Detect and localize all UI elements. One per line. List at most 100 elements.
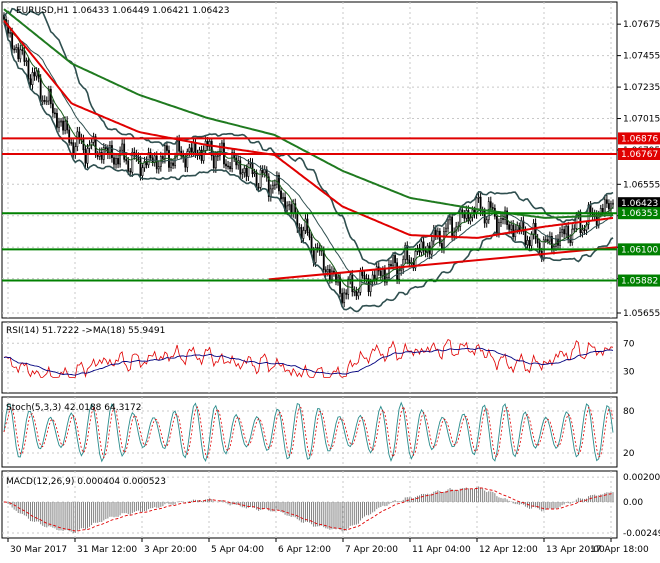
candle-body — [212, 155, 215, 169]
candle — [345, 289, 348, 300]
candle-body — [64, 120, 67, 131]
candle — [526, 235, 529, 250]
candle-body — [261, 169, 264, 174]
candle-body — [253, 172, 256, 175]
candle-body — [131, 151, 134, 173]
time-label: 3 Apr 20:00 — [144, 545, 197, 555]
candle — [288, 200, 291, 211]
macd-tick-label: 0.002004 — [623, 473, 660, 483]
candle — [504, 206, 506, 225]
candle — [406, 241, 409, 265]
ma-red-line — [3, 19, 614, 239]
price-tag — [618, 274, 660, 287]
price-tag-label: 1.05882 — [621, 277, 658, 287]
candle-body — [530, 234, 533, 247]
candle-body — [194, 142, 197, 154]
candle — [13, 45, 16, 54]
candle — [104, 144, 107, 153]
candle-body — [141, 167, 144, 177]
candle — [245, 164, 248, 182]
candle-body — [149, 152, 152, 159]
bollinger-middle — [3, 19, 614, 286]
candle-body — [127, 160, 130, 172]
candle-body — [184, 157, 187, 168]
candle — [394, 251, 396, 268]
candle — [573, 224, 576, 233]
candle-body — [31, 72, 34, 85]
candle-body — [524, 231, 527, 246]
price-tag-label: 1.06423 — [621, 199, 658, 209]
candle-body — [443, 231, 445, 251]
candle — [591, 207, 594, 222]
candle-body — [308, 232, 311, 238]
candle-body — [396, 262, 399, 280]
candle — [371, 271, 374, 287]
candle-body — [451, 216, 454, 236]
candle-body — [477, 196, 480, 199]
candle — [528, 236, 531, 251]
candle-body — [400, 268, 403, 272]
candle-body — [13, 48, 16, 51]
candle-body — [603, 199, 606, 214]
candle-body — [70, 142, 73, 144]
candle-body — [449, 216, 451, 221]
candle — [72, 139, 75, 159]
price-tag-label: 1.06353 — [621, 209, 658, 219]
candle-body — [402, 258, 405, 270]
rsi-line — [3, 338, 614, 378]
candle — [563, 225, 566, 239]
candle — [66, 116, 69, 134]
candle-body — [369, 281, 372, 293]
candle-body — [155, 155, 158, 170]
candle-body — [510, 224, 513, 230]
candle-body — [298, 227, 301, 229]
candle-body — [273, 183, 276, 186]
candle — [369, 278, 372, 297]
candle — [84, 146, 87, 169]
candle-body — [245, 168, 248, 177]
candle-body — [390, 264, 392, 267]
candle-body — [229, 166, 231, 170]
candle-body — [565, 225, 568, 235]
candle-body — [475, 197, 478, 215]
candle-body — [605, 199, 608, 204]
candle-body — [479, 196, 482, 212]
stoch-tick-label: 20 — [623, 449, 635, 459]
candle-body — [104, 147, 107, 149]
candle — [56, 108, 58, 133]
candle — [117, 155, 119, 169]
candle — [314, 243, 317, 267]
candle-body — [123, 143, 126, 160]
candle-body — [257, 186, 260, 189]
candle-body — [62, 120, 64, 131]
candle — [17, 43, 20, 62]
candle — [453, 227, 456, 241]
price-label: 1.07455 — [623, 52, 660, 62]
candle-body — [404, 245, 407, 260]
candle-body — [447, 219, 449, 229]
time-label: 11 Apr 04:00 — [412, 545, 471, 555]
candle — [239, 155, 242, 179]
candle — [43, 95, 46, 105]
candle — [241, 168, 244, 180]
candle — [131, 148, 134, 177]
candle — [45, 96, 48, 106]
candle-body — [39, 77, 42, 103]
candle-body — [392, 255, 394, 267]
candle-body — [445, 227, 447, 233]
candle-body — [343, 292, 346, 303]
candle-body — [481, 210, 484, 213]
candle — [19, 44, 22, 63]
candle — [58, 117, 60, 133]
candle-body — [157, 166, 160, 170]
candle-body — [467, 210, 470, 222]
time-label: 31 Mar 12:00 — [77, 545, 137, 555]
candle — [316, 242, 319, 253]
candle — [308, 227, 311, 241]
candle — [538, 238, 541, 256]
candle-body — [381, 269, 384, 276]
candle-body — [72, 142, 75, 156]
candle-body — [581, 229, 584, 234]
